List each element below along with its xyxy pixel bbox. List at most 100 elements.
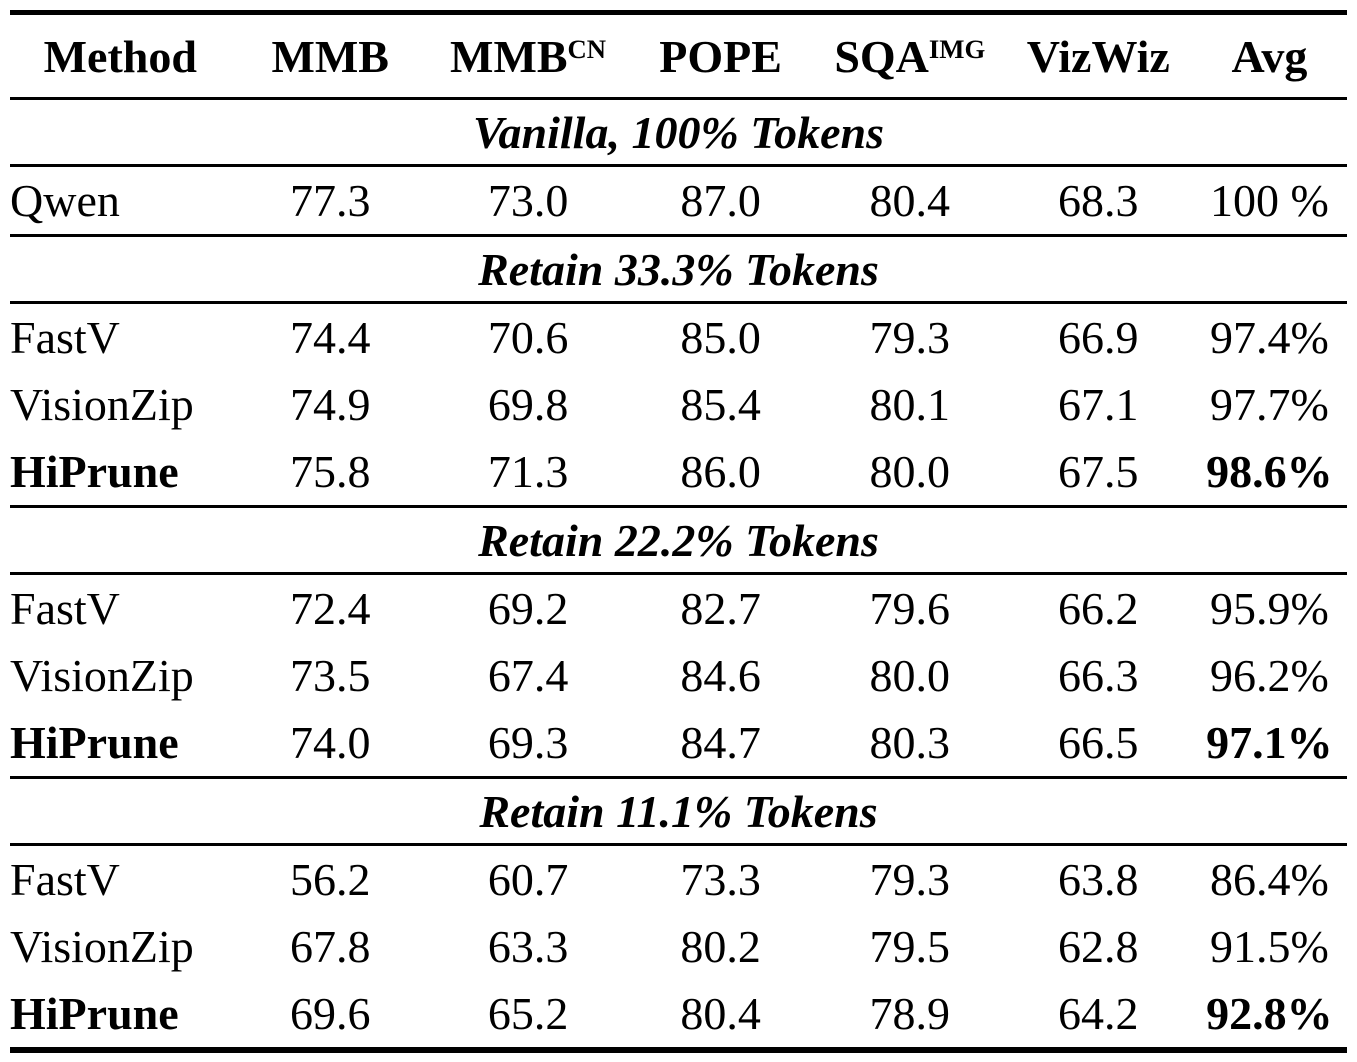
mmb-cn-value: 67.4	[487, 650, 569, 701]
sqa-img-value: 79.3	[869, 312, 951, 363]
col-header-mmb-cn: MMBCN	[430, 13, 627, 99]
col-header-pope: POPE	[626, 13, 815, 99]
col-header-method: Method	[43, 30, 197, 82]
mmb-value: 69.6	[289, 988, 371, 1039]
table-row: FastV 56.2 60.7 73.3 79.3 63.8 86.4%	[10, 845, 1347, 914]
section-header-row: Retain 11.1% Tokens	[10, 777, 1347, 845]
pope-value: 84.7	[680, 717, 761, 768]
sqa-img-value: 79.5	[869, 921, 951, 972]
sqa-img-value: 80.0	[869, 650, 951, 701]
col-header-mmb: MMB	[231, 13, 430, 99]
table-row-highlighted: HiPrune 69.6 65.2 80.4 78.9 64.2 92.8%	[10, 980, 1347, 1050]
mmb-cn-value: 69.8	[487, 379, 569, 430]
table-row: VisionZip 73.5 67.4 84.6 80.0 66.3 96.2%	[10, 642, 1347, 709]
table-row: VisionZip 67.8 63.3 80.2 79.5 62.8 91.5%	[10, 913, 1347, 980]
col-header-sqa-img-superscript: IMG	[928, 34, 986, 65]
col-header-avg-label: Avg	[1231, 30, 1308, 82]
method-cell: HiPrune	[10, 717, 179, 768]
avg-value: 100 %	[1210, 175, 1329, 226]
avg-value: 98.6%	[1206, 446, 1333, 497]
vizwiz-value: 66.3	[1058, 650, 1139, 701]
section-header-row: Retain 33.3% Tokens	[10, 235, 1347, 303]
sqa-img-value: 79.3	[869, 854, 951, 905]
method-cell: VisionZip	[10, 379, 194, 430]
method-cell: FastV	[10, 312, 120, 363]
pope-value: 80.2	[680, 921, 761, 972]
avg-value: 97.1%	[1206, 717, 1333, 768]
vizwiz-value: 66.5	[1058, 717, 1139, 768]
vizwiz-value: 67.5	[1058, 446, 1139, 497]
pope-value: 85.0	[680, 312, 761, 363]
method-cell: VisionZip	[10, 921, 194, 972]
col-header-mmb-cn-superscript: CN	[567, 34, 607, 65]
col-header-sqa-img-label: SQA	[834, 30, 929, 82]
mmb-cn-value: 63.3	[487, 921, 569, 972]
vizwiz-value: 66.2	[1058, 583, 1139, 634]
vizwiz-value: 63.8	[1058, 854, 1139, 905]
pope-value: 85.4	[680, 379, 761, 430]
sqa-img-value: 78.9	[869, 988, 951, 1039]
col-header-avg: Avg	[1192, 13, 1347, 99]
col-header-mmb-cn-label: MMB	[450, 30, 568, 82]
mmb-cn-value: 70.6	[487, 312, 569, 363]
sqa-img-value: 79.6	[869, 583, 951, 634]
benchmark-results-table: Method MMB MMBCN POPE SQAIMG VizWiz Avg …	[10, 10, 1347, 1053]
avg-value: 97.4%	[1210, 312, 1329, 363]
avg-value: 97.7%	[1210, 379, 1329, 430]
sqa-img-value: 80.3	[869, 717, 951, 768]
mmb-value: 74.4	[289, 312, 371, 363]
table-row: VisionZip 74.9 69.8 85.4 80.1 67.1 97.7%	[10, 371, 1347, 438]
col-header-vizwiz: VizWiz	[1005, 13, 1192, 99]
vizwiz-value: 68.3	[1058, 175, 1139, 226]
mmb-cn-value: 73.0	[487, 175, 569, 226]
avg-value: 91.5%	[1210, 921, 1329, 972]
method-cell: HiPrune	[10, 988, 179, 1039]
table-row-highlighted: HiPrune 74.0 69.3 84.7 80.3 66.5 97.1%	[10, 709, 1347, 778]
col-header-sqa-img: SQAIMG	[815, 13, 1005, 99]
mmb-value: 74.0	[289, 717, 371, 768]
avg-value: 96.2%	[1210, 650, 1329, 701]
mmb-value: 56.2	[289, 854, 371, 905]
table-row: Qwen 77.3 73.0 87.0 80.4 68.3 100 %	[10, 166, 1347, 236]
sqa-img-value: 80.0	[869, 446, 951, 497]
table-row: FastV 74.4 70.6 85.0 79.3 66.9 97.4%	[10, 303, 1347, 372]
avg-value: 95.9%	[1210, 583, 1329, 634]
avg-value: 92.8%	[1206, 988, 1333, 1039]
method-cell: VisionZip	[10, 650, 194, 701]
table-row-highlighted: HiPrune 75.8 71.3 86.0 80.0 67.5 98.6%	[10, 438, 1347, 507]
mmb-value: 67.8	[289, 921, 371, 972]
mmb-value: 72.4	[289, 583, 371, 634]
mmb-value: 74.9	[289, 379, 371, 430]
method-cell: FastV	[10, 854, 120, 905]
col-header-vizwiz-label: VizWiz	[1026, 30, 1170, 82]
mmb-value: 75.8	[289, 446, 371, 497]
section-title: Vanilla, 100% Tokens	[472, 106, 885, 158]
vizwiz-value: 67.1	[1058, 379, 1139, 430]
mmb-cn-value: 69.3	[487, 717, 569, 768]
col-header-mmb-label: MMB	[271, 30, 389, 82]
avg-value: 86.4%	[1210, 854, 1329, 905]
section-title: Retain 33.3% Tokens	[478, 243, 879, 295]
col-header-pope-label: POPE	[659, 30, 782, 82]
mmb-cn-value: 65.2	[487, 988, 569, 1039]
pope-value: 84.6	[680, 650, 761, 701]
mmb-cn-value: 69.2	[487, 583, 569, 634]
section-header-row: Retain 22.2% Tokens	[10, 506, 1347, 574]
pope-value: 73.3	[680, 854, 761, 905]
section-title: Retain 22.2% Tokens	[478, 514, 879, 566]
pope-value: 80.4	[680, 988, 761, 1039]
mmb-cn-value: 71.3	[487, 446, 569, 497]
vizwiz-value: 64.2	[1058, 988, 1139, 1039]
section-title: Retain 11.1% Tokens	[479, 785, 878, 837]
sqa-img-value: 80.1	[869, 379, 951, 430]
section-header-row: Vanilla, 100% Tokens	[10, 98, 1347, 166]
pope-value: 86.0	[680, 446, 761, 497]
table-row: FastV 72.4 69.2 82.7 79.6 66.2 95.9%	[10, 574, 1347, 643]
vizwiz-value: 66.9	[1058, 312, 1139, 363]
table-header-row: Method MMB MMBCN POPE SQAIMG VizWiz Avg	[10, 13, 1347, 99]
vizwiz-value: 62.8	[1058, 921, 1139, 972]
pope-value: 82.7	[680, 583, 761, 634]
mmb-value: 73.5	[289, 650, 371, 701]
mmb-cn-value: 60.7	[487, 854, 569, 905]
